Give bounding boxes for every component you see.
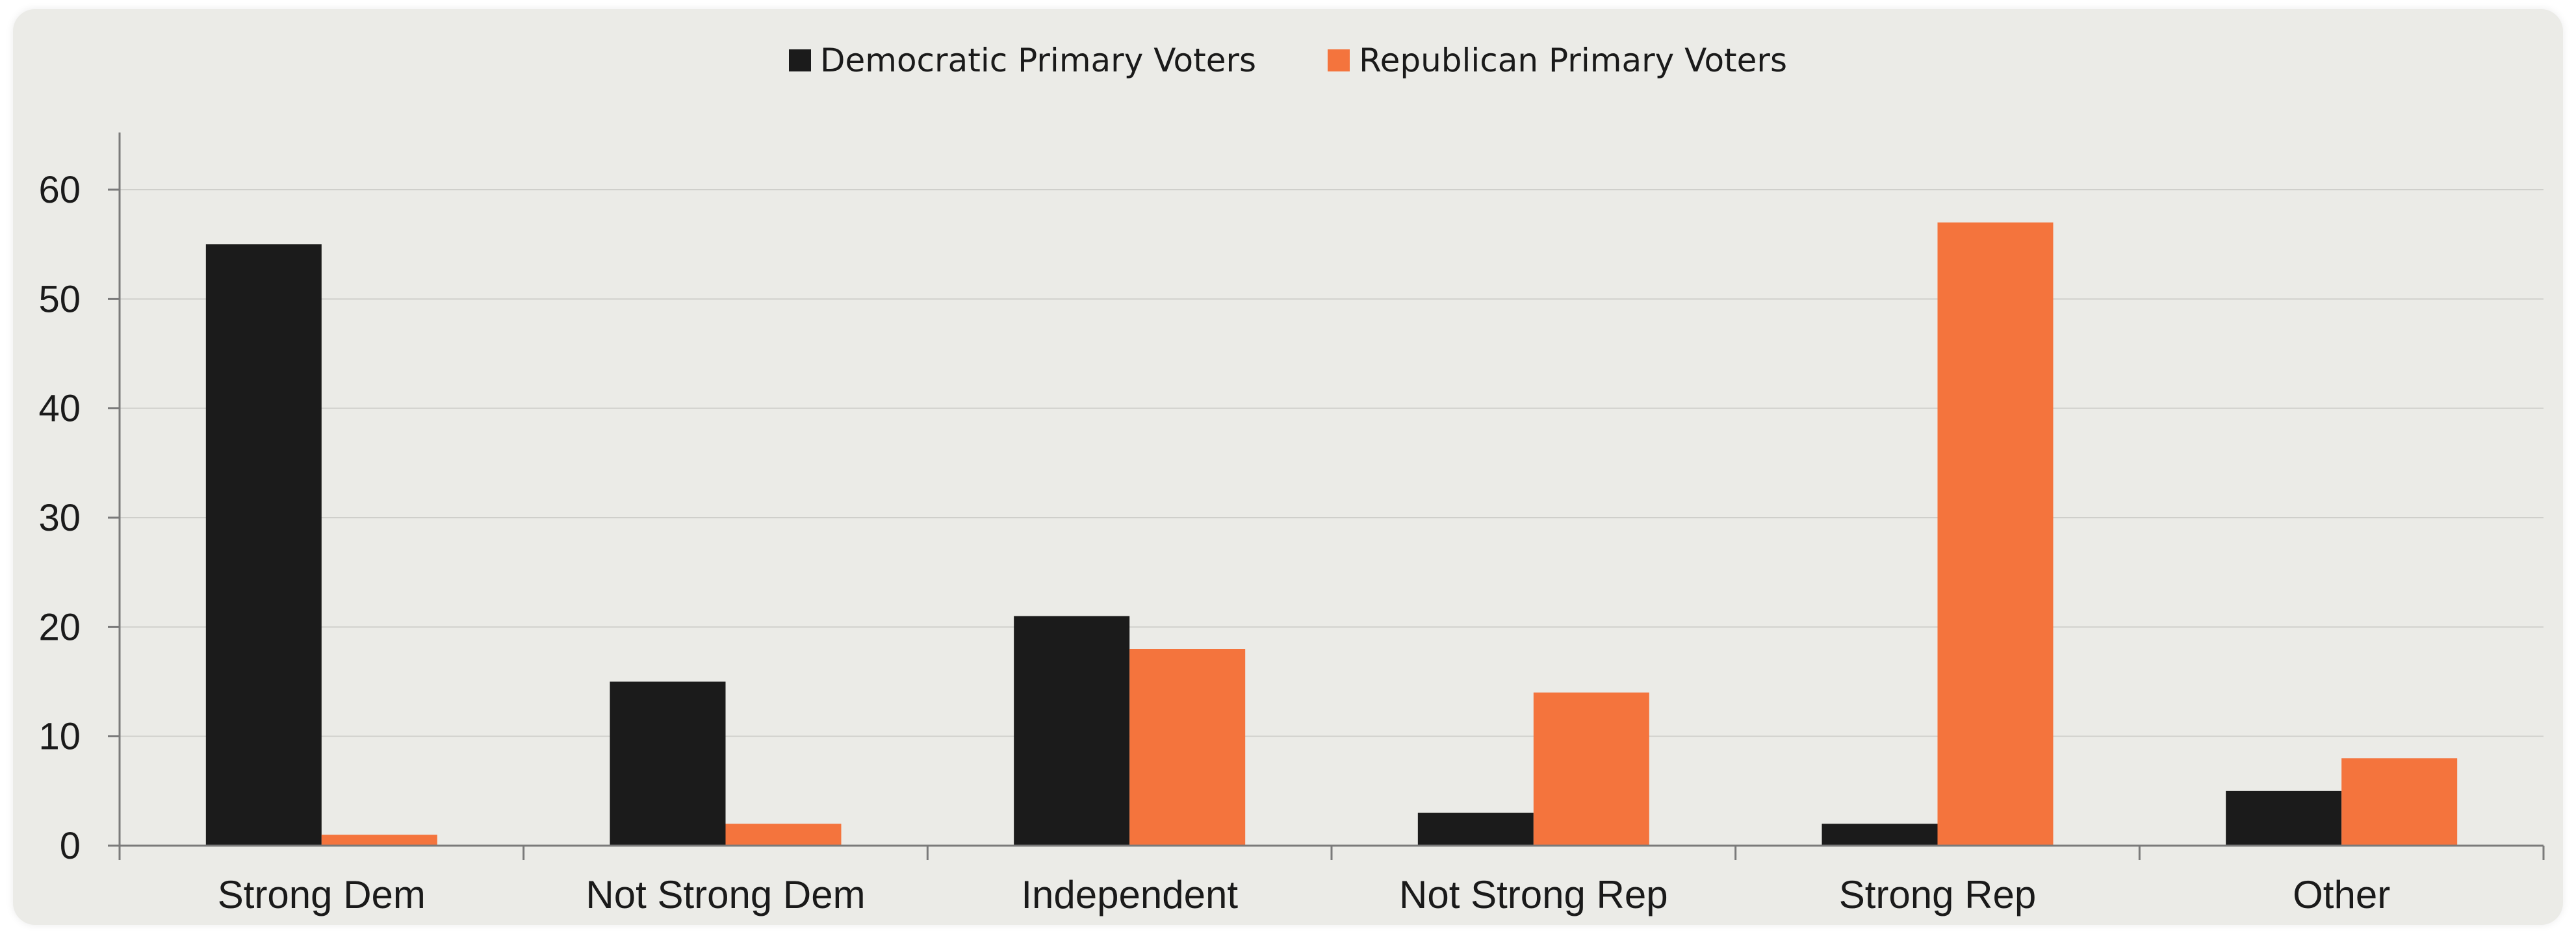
bar-republican (1533, 692, 1649, 846)
legend-label-democratic: Democratic Primary Voters (819, 42, 1257, 79)
bar-republican (321, 835, 437, 846)
y-tick-label: 20 (38, 606, 81, 648)
bar-democratic (1822, 824, 1938, 846)
y-tick-label: 40 (38, 388, 81, 430)
y-tick-label: 0 (60, 825, 81, 867)
gridlines (120, 189, 2544, 737)
x-tick-label: Strong Dem (218, 873, 426, 916)
y-tick-label: 30 (38, 497, 81, 539)
bar-republican (725, 824, 842, 846)
y-tick-label: 60 (38, 169, 81, 211)
legend-swatch-republican (1328, 49, 1350, 71)
y-tick-label: 50 (38, 278, 81, 320)
chart-card (13, 9, 2563, 925)
bar-democratic (205, 244, 322, 846)
bar-republican (2341, 758, 2458, 846)
axes (108, 133, 2545, 860)
legend-item-republican: Republican Primary Voters (1328, 42, 1787, 79)
bar-democratic (1014, 616, 1130, 846)
legend-item-democratic: Democratic Primary Voters (788, 42, 1257, 79)
bar-republican (1937, 222, 2054, 846)
legend: Democratic Primary Voters Republican Pri… (0, 38, 2576, 83)
bar-democratic (2226, 790, 2342, 846)
bar-democratic (1417, 813, 1534, 846)
legend-swatch-democratic (788, 49, 811, 71)
bar-democratic (610, 681, 726, 846)
x-tick-label: Not Strong Dem (586, 873, 865, 916)
bars (205, 222, 2458, 846)
y-tick-label: 10 (38, 716, 81, 758)
legend-label-republican: Republican Primary Voters (1359, 42, 1788, 79)
tick-labels: 0 10 20 30 40 50 60 Strong Dem Not Strong Dem Ind… (38, 169, 2390, 916)
x-tick-label: Not Strong Rep (1399, 873, 1668, 916)
bar-republican (1129, 649, 1246, 846)
x-tick-label: Strong Rep (1839, 873, 2037, 916)
x-tick-label: Other (2293, 873, 2390, 916)
x-tick-label: Independent (1021, 873, 1238, 916)
